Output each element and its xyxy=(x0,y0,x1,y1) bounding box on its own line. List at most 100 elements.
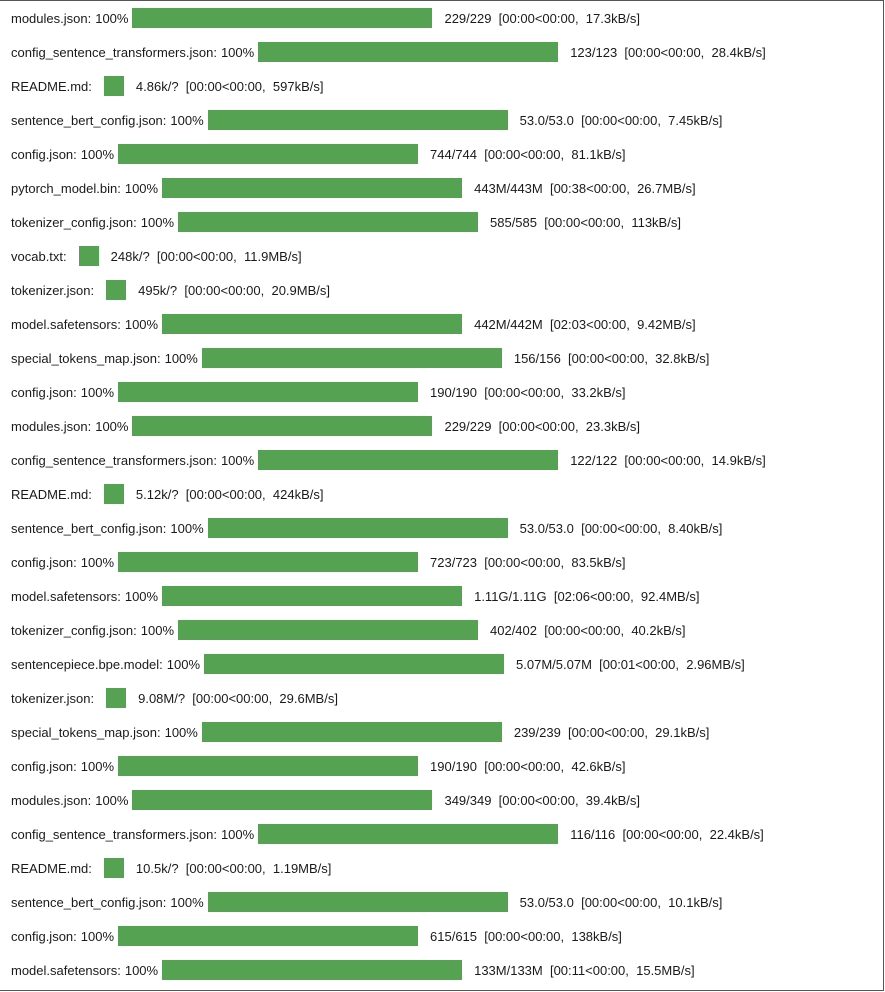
progress-row: model.safetensors: 100% 133M/133M [00:11<0… xyxy=(11,953,885,987)
progress-bar-fill xyxy=(178,620,478,640)
file-name-label: pytorch_model.bin: xyxy=(11,180,121,196)
file-name-label: config_sentence_transformers.json: xyxy=(11,826,217,842)
file-name-label: config.json: xyxy=(11,146,77,162)
progress-row: sentence_bert_config.json: 100% 53.0/53.0 … xyxy=(11,885,885,919)
progress-bar xyxy=(162,960,463,980)
percent-label: 100% xyxy=(95,10,129,26)
progress-bar-fill xyxy=(118,382,419,402)
transfer-stats-label: 615/615 [00:00<00:00, 138kB/s] xyxy=(430,928,622,944)
progress-bar xyxy=(103,858,124,878)
progress-bar-fill xyxy=(103,76,124,96)
file-name-label: tokenizer.json: xyxy=(11,282,95,298)
percent-label: 100% xyxy=(80,554,115,570)
transfer-stats-label: 123/123 [00:00<00:00, 28.4kB/s] xyxy=(570,44,766,60)
percent-label: 100% xyxy=(140,214,174,230)
transfer-stats-label: 495k/? [00:00<00:00, 20.9MB/s] xyxy=(138,282,330,298)
file-name-label: model.safetensors: xyxy=(11,316,121,332)
progress-bar-fill xyxy=(103,484,124,504)
progress-bar-fill xyxy=(106,688,127,708)
download-progress-list: modules.json: 100% 229/229 [00:00<00:00, 1… xyxy=(11,1,885,987)
progress-bar-fill xyxy=(106,280,127,300)
percent-label: 100% xyxy=(170,112,204,128)
progress-bar xyxy=(118,552,419,572)
progress-bar xyxy=(132,790,433,810)
transfer-stats-label: 248k/? [00:00<00:00, 11.9MB/s] xyxy=(110,248,302,264)
progress-bar-fill xyxy=(132,416,433,436)
progress-row: tokenizer.json: 495k/? [00:00<00:00, 20.9… xyxy=(11,273,885,307)
file-name-label: config.json: xyxy=(11,928,77,944)
progress-bar-fill xyxy=(118,552,419,572)
progress-bar xyxy=(201,348,502,368)
progress-bar xyxy=(178,212,478,232)
progress-row: pytorch_model.bin: 100% 443M/443M [00:38<0… xyxy=(11,171,885,205)
progress-bar-fill xyxy=(132,790,433,810)
transfer-stats-label: 1.11G/1.11G [02:06<00:00, 92.4MB/s] xyxy=(474,588,700,604)
transfer-stats-label: 349/349 [00:00<00:00, 39.4kB/s] xyxy=(444,792,640,808)
transfer-stats-label: 239/239 [00:00<00:00, 29.1kB/s] xyxy=(513,724,710,740)
progress-row: sentence_bert_config.json: 100% 53.0/53.0 … xyxy=(11,103,885,137)
progress-bar xyxy=(118,926,419,946)
progress-bar-fill xyxy=(207,110,508,130)
transfer-stats-label: 53.0/53.0 [00:00<00:00, 8.40kB/s] xyxy=(519,520,723,536)
progress-row: config.json: 100% 190/190 [00:00<00:00, 33… xyxy=(11,375,885,409)
percent-label: 100% xyxy=(80,928,115,944)
transfer-stats-label: 122/122 [00:00<00:00, 14.9kB/s] xyxy=(570,452,766,468)
progress-bar xyxy=(258,824,559,844)
progress-bar xyxy=(258,42,559,62)
progress-bar xyxy=(106,688,127,708)
transfer-stats-label: 53.0/53.0 [00:00<00:00, 10.1kB/s] xyxy=(519,894,723,910)
transfer-stats-label: 116/116 [00:00<00:00, 22.4kB/s] xyxy=(570,826,764,842)
progress-bar-fill xyxy=(204,654,505,674)
file-name-label: config.json: xyxy=(11,758,77,774)
progress-bar xyxy=(132,8,433,28)
progress-row: config.json: 100% 744/744 [00:00<00:00, 81… xyxy=(11,137,885,171)
file-name-label: vocab.txt: xyxy=(11,248,67,264)
progress-bar-fill xyxy=(78,246,99,266)
progress-row: config.json: 100% 190/190 [00:00<00:00, 42… xyxy=(11,749,885,783)
progress-bar xyxy=(162,314,463,334)
progress-bar xyxy=(201,722,502,742)
percent-label: 100% xyxy=(166,656,201,672)
transfer-stats-label: 190/190 [00:00<00:00, 33.2kB/s] xyxy=(430,384,626,400)
transfer-stats-label: 5.07M/5.07M [00:01<00:00, 2.96MB/s] xyxy=(516,656,745,672)
progress-bar-fill xyxy=(162,586,463,606)
percent-label: 100% xyxy=(124,180,159,196)
progress-bar-fill xyxy=(201,722,502,742)
progress-bar xyxy=(207,518,508,538)
file-name-label: config_sentence_transformers.json: xyxy=(11,452,217,468)
percent-label: 100% xyxy=(220,452,255,468)
progress-row: config_sentence_transformers.json: 100% 12… xyxy=(11,443,885,477)
file-name-label: model.safetensors: xyxy=(11,588,121,604)
progress-row: modules.json: 100% 229/229 [00:00<00:00, 1… xyxy=(11,1,885,35)
percent-label: 100% xyxy=(164,724,198,740)
progress-bar xyxy=(207,892,508,912)
progress-row: config.json: 100% 723/723 [00:00<00:00, 83… xyxy=(11,545,885,579)
file-name-label: tokenizer_config.json: xyxy=(11,214,137,230)
progress-row: modules.json: 100% 349/349 [00:00<00:00, 3… xyxy=(11,783,885,817)
progress-bar-fill xyxy=(258,42,559,62)
progress-row: special_tokens_map.json: 100% 156/156 [00:… xyxy=(11,341,885,375)
progress-bar xyxy=(162,586,463,606)
progress-row: tokenizer.json: 9.08M/? [00:00<00:00, 29.… xyxy=(11,681,885,715)
transfer-stats-label: 723/723 [00:00<00:00, 83.5kB/s] xyxy=(430,554,626,570)
progress-row: modules.json: 100% 229/229 [00:00<00:00, 2… xyxy=(11,409,885,443)
progress-row: tokenizer_config.json: 100% 402/402 [00:00… xyxy=(11,613,885,647)
progress-bar-fill xyxy=(118,756,419,776)
progress-bar-fill xyxy=(258,450,559,470)
progress-bar-fill xyxy=(118,144,419,164)
file-name-label: sentence_bert_config.json: xyxy=(11,894,167,910)
progress-bar-fill xyxy=(207,518,508,538)
transfer-stats-label: 5.12k/? [00:00<00:00, 424kB/s] xyxy=(135,486,324,502)
progress-bar-fill xyxy=(258,824,559,844)
percent-label: 100% xyxy=(80,384,115,400)
progress-row: config.json: 100% 615/615 [00:00<00:00, 13… xyxy=(11,919,885,953)
percent-label: 100% xyxy=(170,894,204,910)
progress-row: sentencepiece.bpe.model: 100% 5.07M/5.07M … xyxy=(11,647,885,681)
file-name-label: README.md: xyxy=(11,78,92,94)
percent-label: 100% xyxy=(220,44,255,60)
transfer-stats-label: 744/744 [00:00<00:00, 81.1kB/s] xyxy=(430,146,626,162)
progress-row: README.md: 5.12k/? [00:00<00:00, 424kB/s] xyxy=(11,477,885,511)
progress-bar xyxy=(106,280,127,300)
transfer-stats-label: 443M/443M [00:38<00:00, 26.7MB/s] xyxy=(474,180,696,196)
transfer-stats-label: 442M/442M [02:03<00:00, 9.42MB/s] xyxy=(474,316,696,332)
